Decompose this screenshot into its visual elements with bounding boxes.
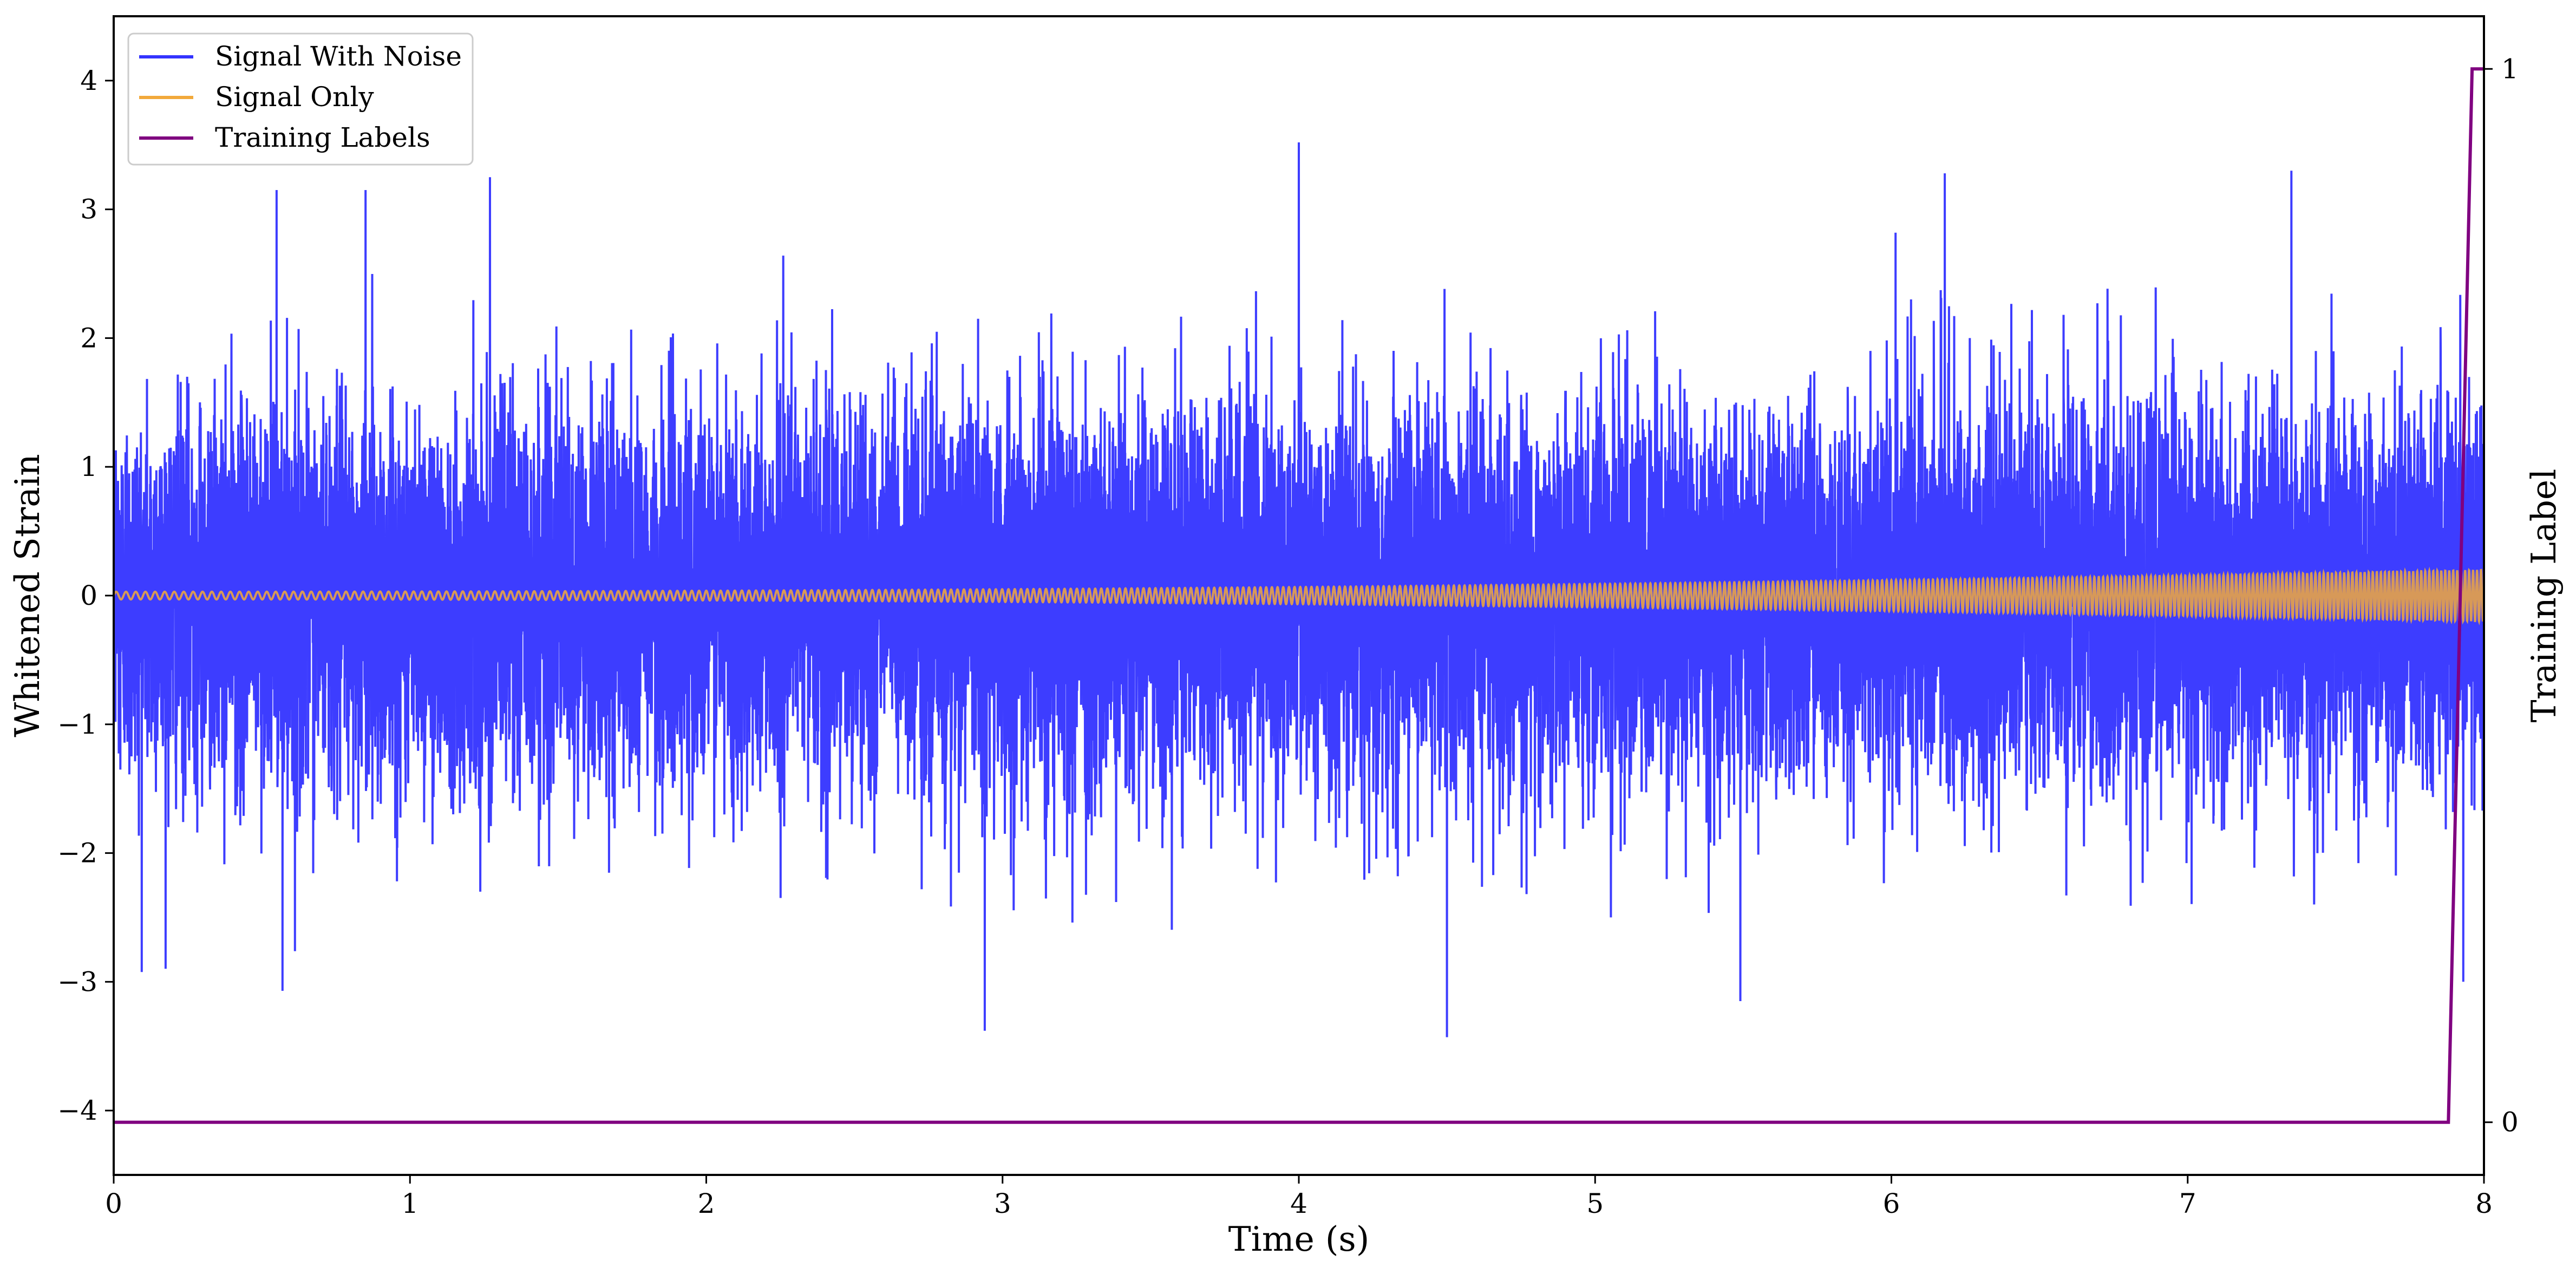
x-tick-label: 4 — [1290, 1188, 1307, 1219]
x-tick-label: 7 — [2179, 1188, 2196, 1219]
legend-item-signal-with-noise: Signal With Noise — [139, 41, 462, 72]
y-axis-title: Whitened Strain — [8, 454, 47, 737]
y2-axis-title: Training Label — [2524, 469, 2564, 723]
y-tick-label: −3 — [57, 966, 97, 997]
x-tick-label: 2 — [698, 1188, 715, 1219]
legend-box — [127, 32, 474, 166]
legend: Signal With Noise Signal Only Training L… — [127, 32, 474, 166]
legend-label: Signal Only — [215, 81, 374, 113]
y-tick-label: −2 — [57, 838, 97, 869]
plot-area — [114, 67, 2484, 1124]
x-tick-label: 1 — [401, 1188, 419, 1219]
x-tick-label: 6 — [1883, 1188, 1900, 1219]
x-tick-label: 3 — [994, 1188, 1011, 1219]
legend-label: Signal With Noise — [215, 41, 462, 72]
y-tick-label: −1 — [57, 709, 97, 740]
y-axis-left: −4 −3 −2 −1 0 1 2 3 4 — [57, 65, 114, 1126]
legend-item-training-labels: Training Labels — [139, 122, 430, 153]
x-axis: 0 1 2 3 4 5 6 7 8 — [105, 1175, 2493, 1219]
y2-tick-label: 1 — [2501, 53, 2519, 84]
y-tick-label: 1 — [80, 451, 97, 482]
signal-only-line — [114, 566, 2484, 626]
y-tick-label: 3 — [80, 194, 97, 225]
y-tick-label: 2 — [80, 322, 97, 354]
x-axis-title: Time (s) — [1228, 1219, 1370, 1259]
y-axis-right: 01 — [2484, 53, 2519, 1138]
x-tick-label: 0 — [105, 1188, 122, 1219]
legend-item-signal-only: Signal Only — [139, 81, 374, 113]
x-tick-label: 8 — [2475, 1188, 2493, 1219]
y-tick-label: −4 — [57, 1095, 97, 1126]
y2-tick-label: 0 — [2501, 1107, 2519, 1138]
y-tick-label: 0 — [80, 580, 97, 611]
y-tick-label: 4 — [80, 65, 97, 96]
legend-label: Training Labels — [215, 122, 430, 153]
training-labels-line — [114, 67, 2484, 1124]
x-tick-label: 5 — [1586, 1188, 1604, 1219]
